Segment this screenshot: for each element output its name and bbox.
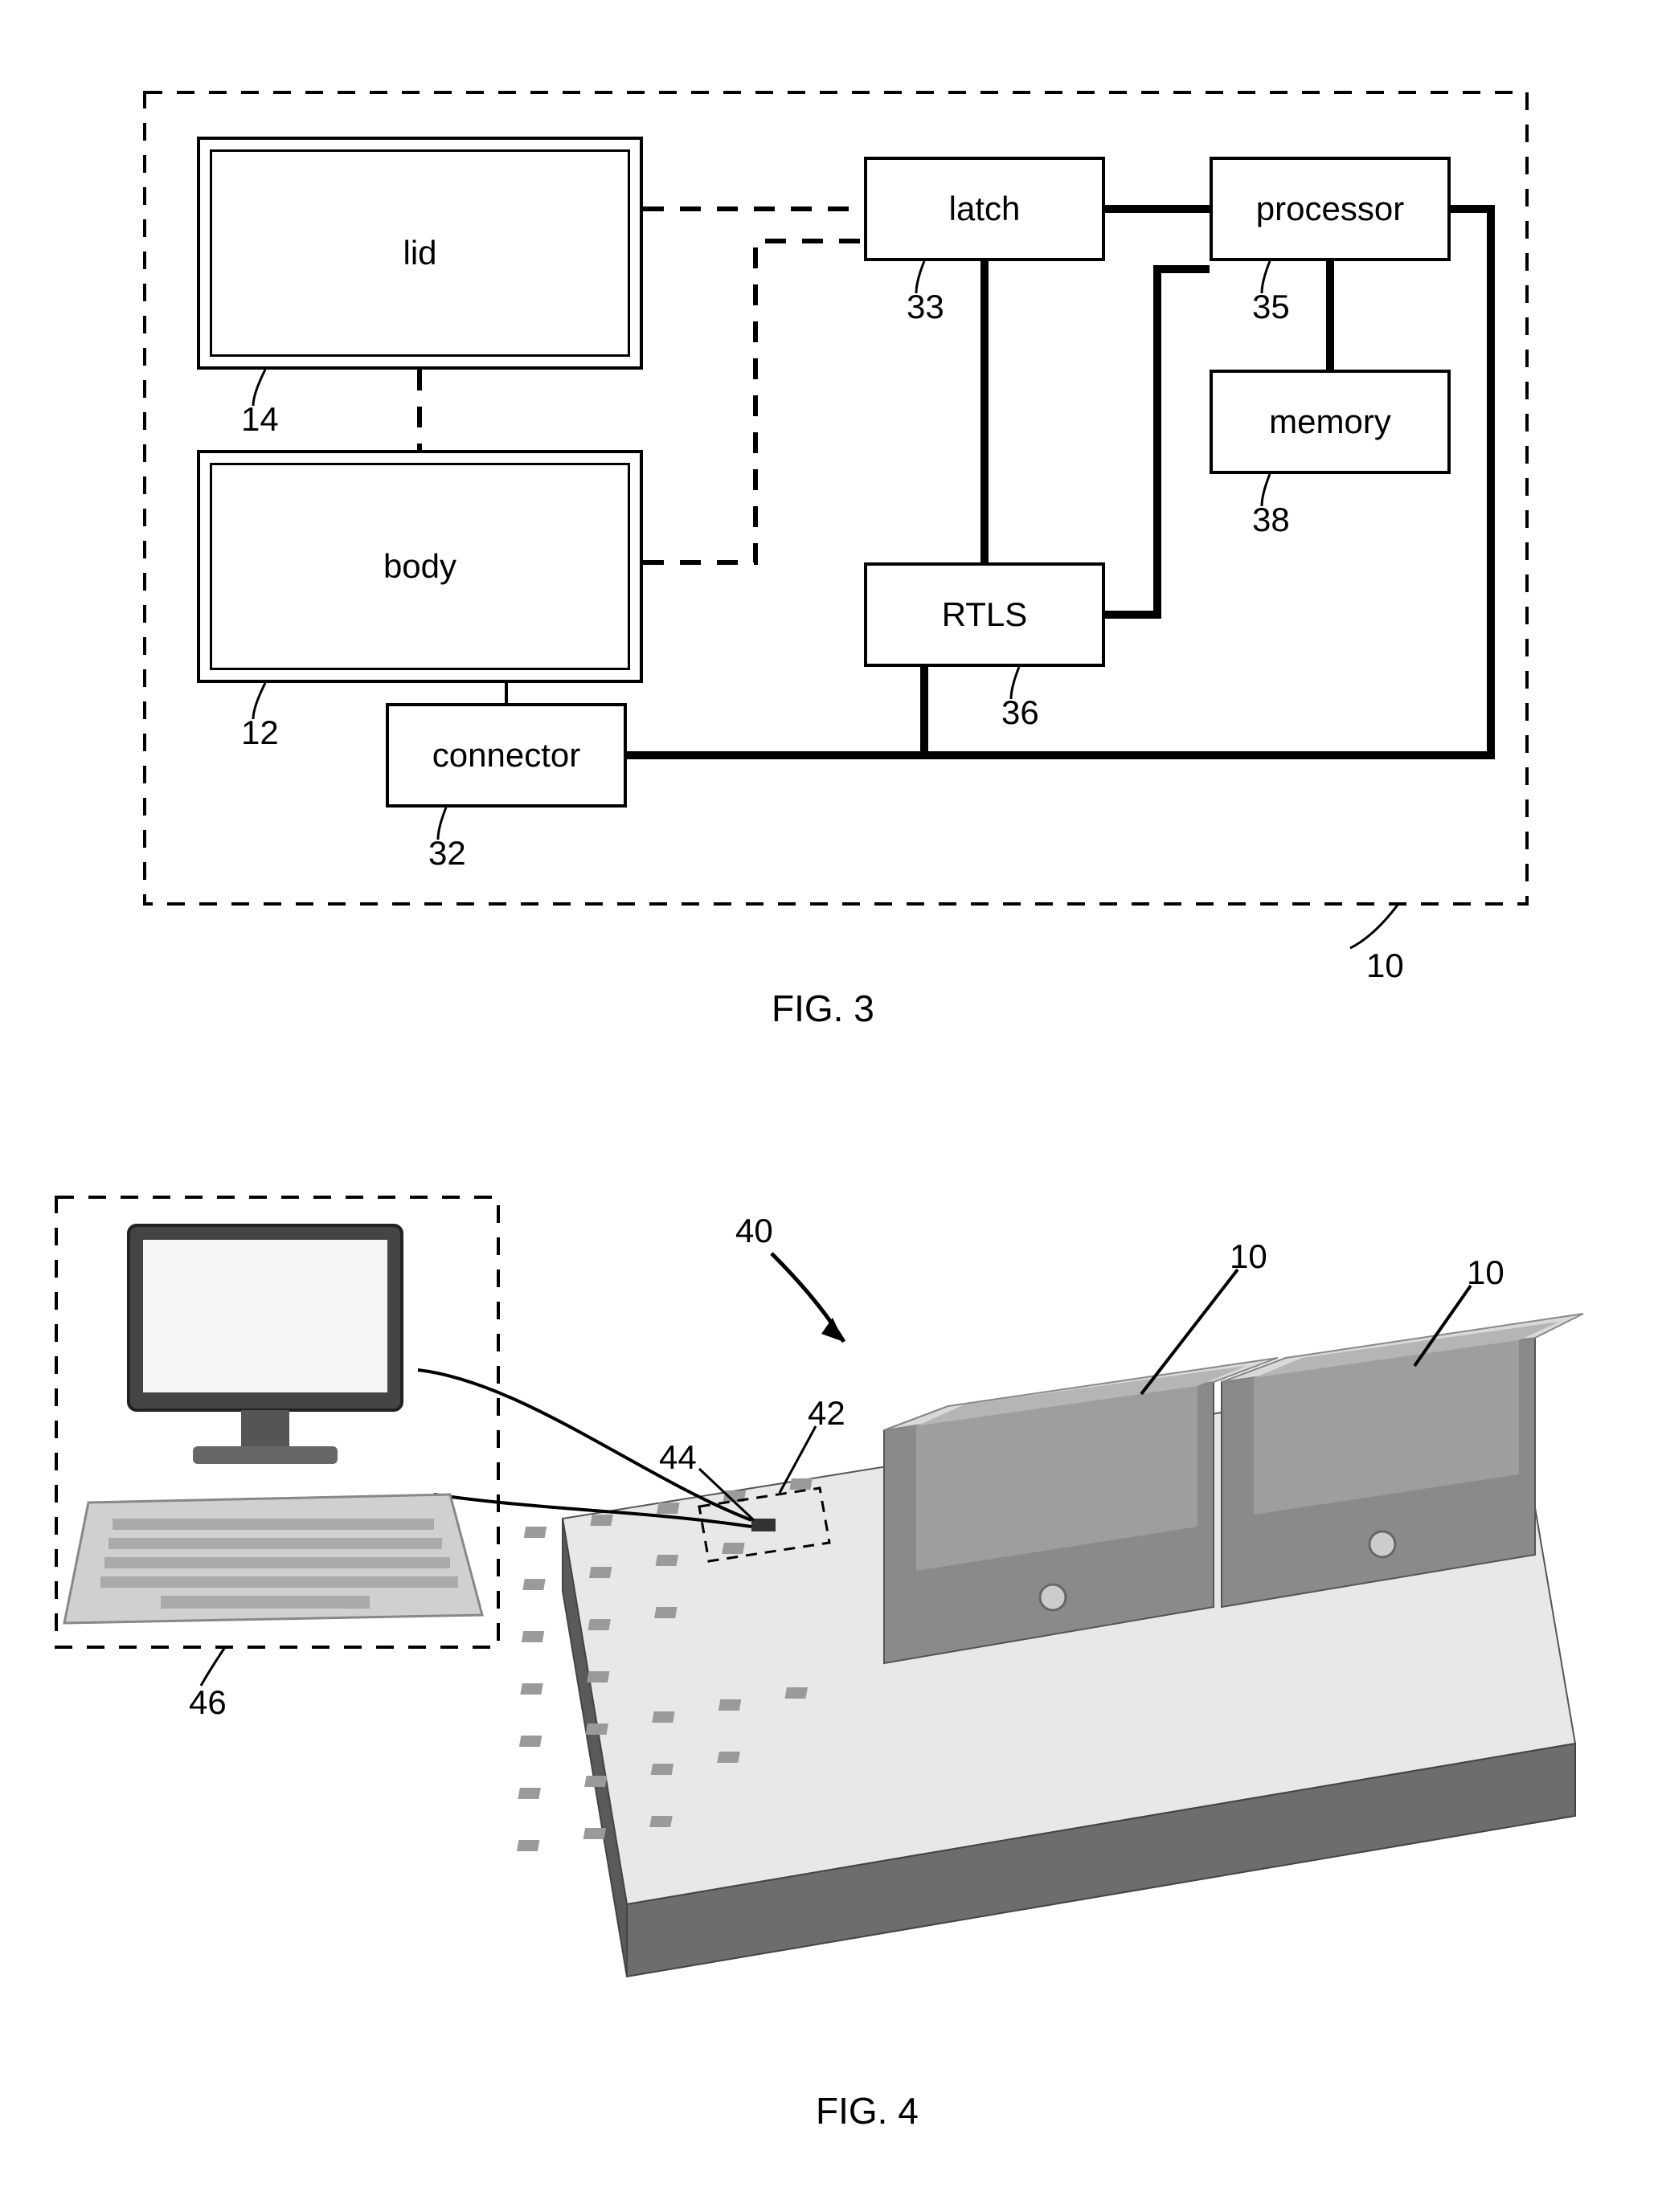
block-latch-label: latch [949,190,1021,228]
block-processor-label: processor [1256,190,1404,228]
computer-icon [64,1225,482,1623]
fig4-caption: FIG. 4 [816,2089,919,2132]
block-body: body [197,450,643,683]
fig3-caption: FIG. 3 [772,987,874,1030]
ref-conn-44: 44 [659,1438,697,1477]
ref-processor: 35 [1252,288,1290,326]
ref-computer-46: 46 [189,1683,227,1722]
ref-rtls: 36 [1001,693,1039,732]
block-rtls: RTLS [864,562,1105,667]
ref-memory: 38 [1252,501,1290,539]
ref-latch: 33 [907,288,944,326]
block-memory: memory [1210,370,1451,474]
block-latch: latch [864,157,1105,261]
ref-body: 12 [241,713,279,752]
ref-lid: 14 [241,400,279,439]
page: lid body latch processor memory RTLS con… [0,0,1658,2212]
ref-container1-10: 10 [1230,1237,1267,1276]
ref-system-40: 40 [735,1212,773,1250]
block-rtls-label: RTLS [942,595,1028,634]
block-processor: processor [1210,157,1451,261]
ref-connector: 32 [428,834,466,873]
ref-container2-10: 10 [1467,1253,1504,1292]
ref-slot-42: 42 [808,1394,845,1433]
block-memory-label: memory [1269,403,1391,441]
block-lid: lid [197,137,643,370]
block-lid-label: lid [210,149,630,357]
block-connector: connector [386,703,627,808]
fig4-svg [0,1045,1658,2212]
block-connector-label: connector [432,736,580,775]
ref-main-10: 10 [1366,947,1404,985]
block-body-label: body [210,463,630,670]
